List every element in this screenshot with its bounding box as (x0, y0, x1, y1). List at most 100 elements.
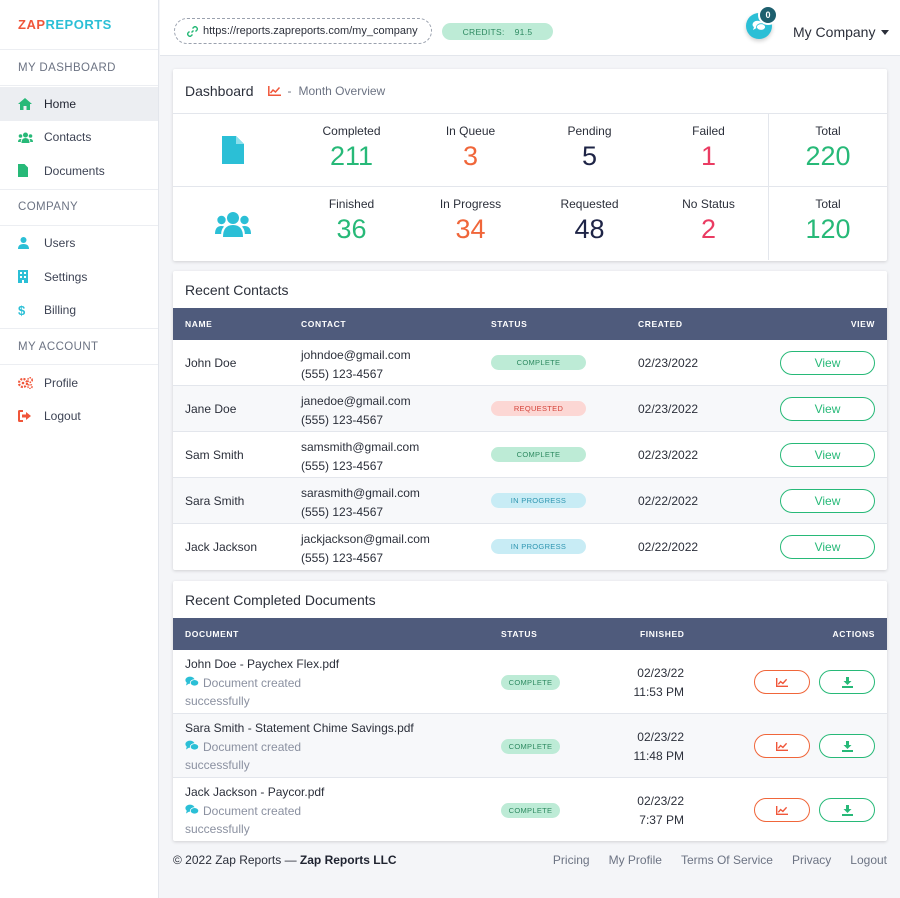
table-row: Jack Jackson jackjackson@gmail.com (555) … (173, 524, 887, 570)
contact-stats-row: Finished 36 In Progress 34 Requested 48 No … (173, 187, 887, 260)
brand-logo[interactable]: ZAP REPORTS (0, 0, 158, 50)
status-badge: IN PROGRESS (491, 539, 586, 554)
status-badge: REQUESTED (491, 401, 586, 416)
comments-icon (185, 676, 200, 686)
download-button[interactable] (819, 734, 875, 758)
view-button[interactable]: View (780, 443, 875, 467)
comments-icon (185, 740, 200, 750)
table-row: Sam Smith samsmith@gmail.com (555) 123-45… (173, 432, 887, 478)
sidebar-item-logout[interactable]: Logout (0, 400, 158, 434)
line-chart-icon (776, 741, 788, 751)
download-icon (841, 740, 853, 752)
footer-copyright: © 2022 Zap Reports — (173, 853, 297, 867)
document-icon (173, 114, 292, 186)
line-chart-icon (267, 86, 281, 96)
stat-documents-total: Total 220 (768, 114, 887, 186)
sidebar-section-company: COMPANY (0, 190, 158, 226)
report-button[interactable] (754, 734, 810, 758)
contacts-table-body: John Doe johndoe@gmail.com (555) 123-4567… (173, 340, 887, 570)
recent-documents-title: Recent Completed Documents (185, 591, 376, 608)
table-row: Jane Doe janedoe@gmail.com (555) 123-4567… (173, 386, 887, 432)
comments-icon (185, 804, 200, 814)
contacts-table-header: NAME CONTACT STATUS CREATED VIEW (173, 308, 887, 340)
sidebar-item-profile[interactable]: Profile (0, 366, 158, 400)
dollar-icon: $ (18, 302, 26, 318)
stat-contacts-total: Total 120 (768, 187, 887, 260)
status-badge: IN PROGRESS (491, 493, 586, 508)
line-chart-icon (776, 677, 788, 687)
comments-icon (752, 20, 766, 31)
dashboard-card: Dashboard - Month Overview Completed 211 … (173, 69, 887, 261)
recent-documents-card: Recent Completed Documents DOCUMENT STAT… (173, 581, 887, 841)
table-row: Sara Smith - Statement Chime Savings.pdf… (173, 714, 887, 778)
dashboard-title: Dashboard (185, 83, 254, 99)
document-stats-row: Completed 211 In Queue 3 Pending 5 Failed 1 … (173, 114, 887, 187)
download-icon (841, 676, 853, 688)
stat-completed: Completed 211 (322, 124, 381, 171)
home-icon (18, 97, 44, 110)
file-icon (18, 164, 44, 178)
sidebar-item-settings[interactable]: Settings (0, 260, 158, 294)
sidebar-item-contacts[interactable]: Contacts (0, 121, 158, 155)
stat-requested: Requested 48 (560, 197, 619, 244)
sidebar-item-users[interactable]: Users (0, 227, 158, 261)
download-button[interactable] (819, 798, 875, 822)
table-row: John Doe - Paychex Flex.pdf Document cre… (173, 650, 887, 714)
line-chart-icon (776, 805, 788, 815)
view-button[interactable]: View (780, 535, 875, 559)
sidebar: ZAP REPORTS MY DASHBOARD Home Contacts Do… (0, 0, 159, 898)
stat-failed: Failed 1 (692, 124, 725, 171)
view-button[interactable]: View (780, 489, 875, 513)
company-dropdown[interactable]: My Company (793, 24, 890, 40)
top-bar: https://reports.zapreports.com/my_compan… (160, 0, 900, 56)
stat-finished: Finished 36 (328, 197, 375, 244)
notification-count-badge: 0 (758, 5, 778, 25)
view-button[interactable]: View (780, 351, 875, 375)
stat-in-progress: In Progress 34 (439, 197, 502, 244)
footer-company: Zap Reports LLC (299, 853, 397, 867)
company-url-link[interactable]: https://reports.zapreports.com/my_compan… (174, 18, 432, 44)
stat-no-status: No Status 2 (682, 197, 735, 244)
status-badge: COMPLETE (491, 355, 586, 370)
status-badge: COMPLETE (501, 675, 560, 690)
user-icon (18, 237, 44, 250)
recent-contacts-card: Recent Contacts NAME CONTACT STATUS CREA… (173, 271, 887, 570)
users-icon (18, 132, 44, 143)
sidebar-item-billing[interactable]: $ Billing (18, 302, 77, 318)
footer: © 2022 Zap Reports — Zap Reports LLC Pri… (173, 853, 887, 869)
credits-badge: CREDITS: 91.5 (442, 23, 553, 40)
report-button[interactable] (754, 798, 810, 822)
status-badge: COMPLETE (491, 447, 586, 462)
stat-pending: Pending 5 (567, 124, 612, 171)
recent-contacts-title: Recent Contacts (185, 281, 289, 298)
table-row: Jack Jackson - Paycor.pdf Document creat… (173, 778, 887, 842)
footer-link-logout[interactable]: Logout (850, 853, 887, 867)
documents-table-header: DOCUMENT STATUS FINISHED ACTIONS (173, 618, 887, 650)
footer-link-my-profile[interactable]: My Profile (608, 853, 662, 867)
sidebar-item-home[interactable]: Home (0, 87, 158, 121)
gears-icon (18, 376, 44, 389)
building-icon (18, 270, 44, 284)
table-row: Sara Smith sarasmith@gmail.com (555) 123-… (173, 478, 887, 524)
users-group-icon (173, 187, 292, 260)
dashboard-subtitle: Month Overview (298, 84, 386, 98)
download-icon (841, 804, 853, 816)
footer-link-terms[interactable]: Terms Of Service (680, 853, 773, 867)
caret-down-icon (881, 29, 890, 35)
sign-out-icon (18, 410, 44, 423)
footer-link-pricing[interactable]: Pricing (552, 853, 590, 867)
sidebar-section-my-dashboard: MY DASHBOARD (0, 50, 158, 86)
footer-link-privacy[interactable]: Privacy (791, 853, 832, 867)
link-icon (187, 25, 198, 37)
stat-in-queue: In Queue 3 (445, 124, 496, 171)
download-button[interactable] (819, 670, 875, 694)
report-button[interactable] (754, 670, 810, 694)
sidebar-section-my-account: MY ACCOUNT (0, 329, 158, 365)
table-row: John Doe johndoe@gmail.com (555) 123-4567… (173, 340, 887, 386)
footer-links: Pricing My Profile Terms Of Service Priv… (534, 853, 887, 867)
view-button[interactable]: View (780, 397, 875, 421)
status-badge: COMPLETE (501, 739, 560, 754)
documents-table-body: John Doe - Paychex Flex.pdf Document cre… (173, 650, 887, 842)
status-badge: COMPLETE (501, 803, 560, 818)
sidebar-item-documents[interactable]: Documents (0, 154, 158, 188)
